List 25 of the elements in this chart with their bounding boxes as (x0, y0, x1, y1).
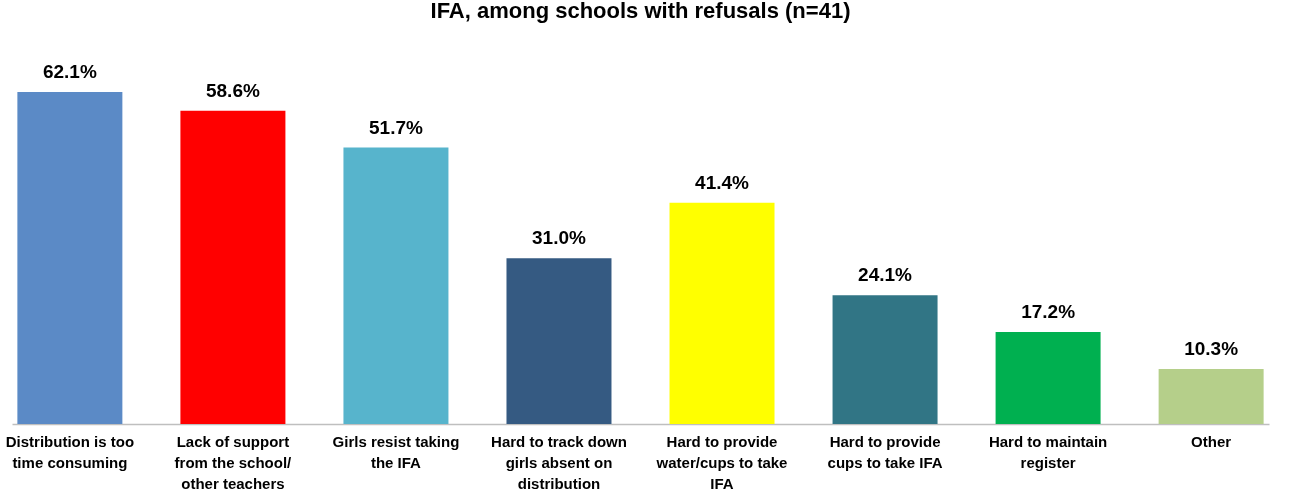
data-label: 31.0% (532, 227, 587, 249)
bar (180, 110, 286, 424)
x-tick-label: Distribution is too time consuming (5, 432, 135, 471)
x-tick-label: Girls resist taking the IFA (332, 432, 460, 471)
data-label: 62.1% (42, 61, 97, 82)
data-label: 41.4% (695, 171, 750, 193)
bar (17, 92, 123, 424)
bar (1158, 368, 1264, 424)
data-label: 51.7% (369, 116, 423, 138)
bar (669, 202, 775, 424)
bar (506, 258, 612, 424)
x-tick-label: Hard to provide water/cups to take IFA (655, 432, 788, 492)
bar (832, 295, 938, 424)
bar (995, 332, 1101, 424)
x-tick-label: Other (1191, 432, 1232, 450)
data-label: 17.2% (1021, 301, 1076, 323)
data-label: 10.3% (1184, 337, 1239, 359)
x-tick-label: Hard to track down girls absent on distribution (491, 432, 627, 492)
chart-title: IFA, among schools with refusals (n=41) (430, 0, 851, 23)
bar (343, 147, 449, 424)
x-tick-label: Hard to provide cups to take IFA (827, 432, 943, 471)
x-tick-label: Hard to maintain register (988, 432, 1108, 471)
data-label: 24.1% (858, 264, 913, 286)
data-label: 58.6% (205, 79, 260, 101)
x-tick-label: Lack of support from the school/ other teachers (174, 432, 293, 492)
